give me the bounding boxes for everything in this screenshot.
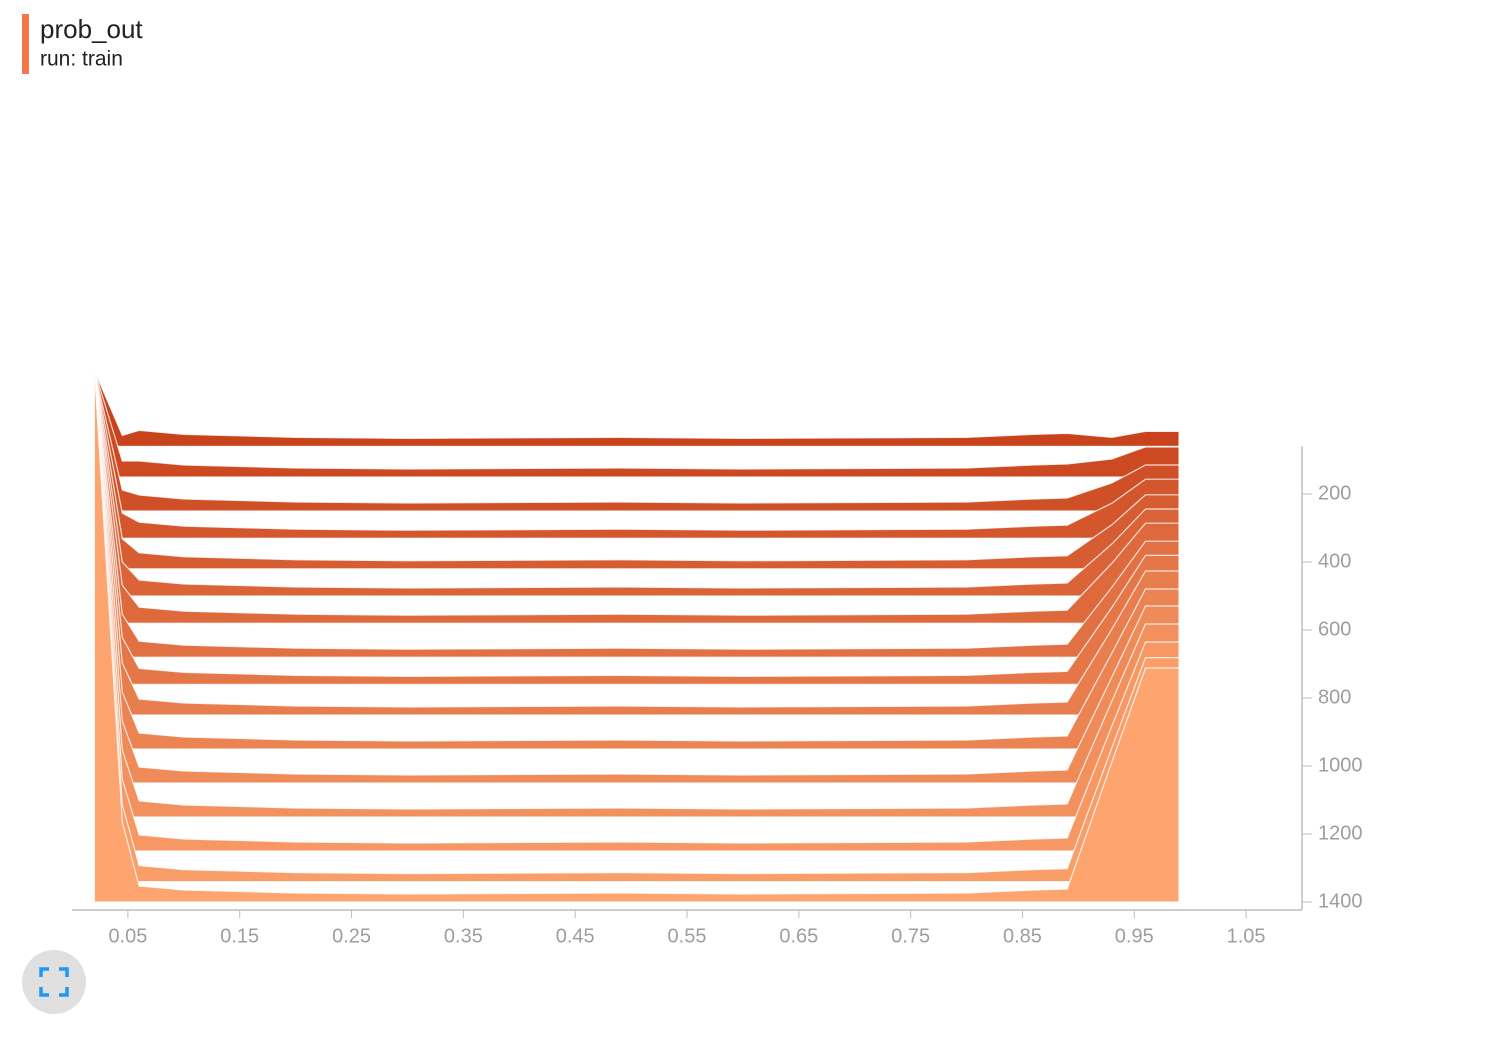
- fullscreen-button[interactable]: [22, 950, 86, 1014]
- histogram-slice: [93, 369, 1180, 570]
- chart-title: prob_out: [40, 14, 143, 44]
- x-tick-label: 0.95: [1115, 925, 1154, 947]
- y-tick-label: 600: [1318, 618, 1351, 640]
- y-tick-label: 1400: [1318, 890, 1363, 912]
- x-tick-label: 0.85: [1003, 925, 1042, 947]
- histogram-slice: [93, 369, 1180, 784]
- button-bg[interactable]: [22, 950, 86, 1014]
- histogram-slice: [93, 369, 1180, 512]
- histogram-slice: [93, 370, 1180, 624]
- fullscreen-icon[interactable]: [39, 967, 69, 997]
- y-tick-label: 200: [1318, 482, 1351, 504]
- x-tick-label: 0.55: [668, 925, 707, 947]
- x-tick-label: 0.05: [108, 925, 147, 947]
- histogram-slice: [93, 369, 1180, 750]
- plot-area: 0.05 0.15 0.25 0.35 0.45 0.55 0.65 0.75 0.85 0.95…: [72, 369, 1363, 947]
- x-tick-label: 0.25: [332, 925, 371, 947]
- histogram-slice: [93, 370, 1180, 685]
- histogram-slice: [93, 370, 1180, 658]
- title-accent: [22, 14, 29, 74]
- histogram-slice: [93, 369, 1180, 716]
- x-tick-label: 0.65: [779, 925, 818, 947]
- y-tick-label: 800: [1318, 686, 1351, 708]
- y-tick-label: 1000: [1318, 754, 1363, 776]
- histogram-slice: [93, 370, 1180, 539]
- x-tick-label: 0.45: [556, 925, 595, 947]
- y-tick-label: 400: [1318, 550, 1351, 572]
- histogram-slice: [93, 369, 1180, 818]
- histogram-slice: [93, 369, 1180, 852]
- histogram-slice: [93, 369, 1180, 597]
- y-tick-label: 1200: [1318, 822, 1363, 844]
- x-tick-label: 0.35: [444, 925, 483, 947]
- histogram-slice: [93, 370, 1180, 447]
- histogram-slice: [93, 369, 1180, 903]
- histogram-slice: [93, 369, 1180, 883]
- x-tick-label: 0.15: [220, 925, 259, 947]
- histogram-slice: [93, 369, 1180, 478]
- x-tick-label: 0.75: [891, 925, 930, 947]
- chart-subtitle: run: train: [40, 48, 123, 71]
- x-tick-label: 1.05: [1227, 925, 1266, 947]
